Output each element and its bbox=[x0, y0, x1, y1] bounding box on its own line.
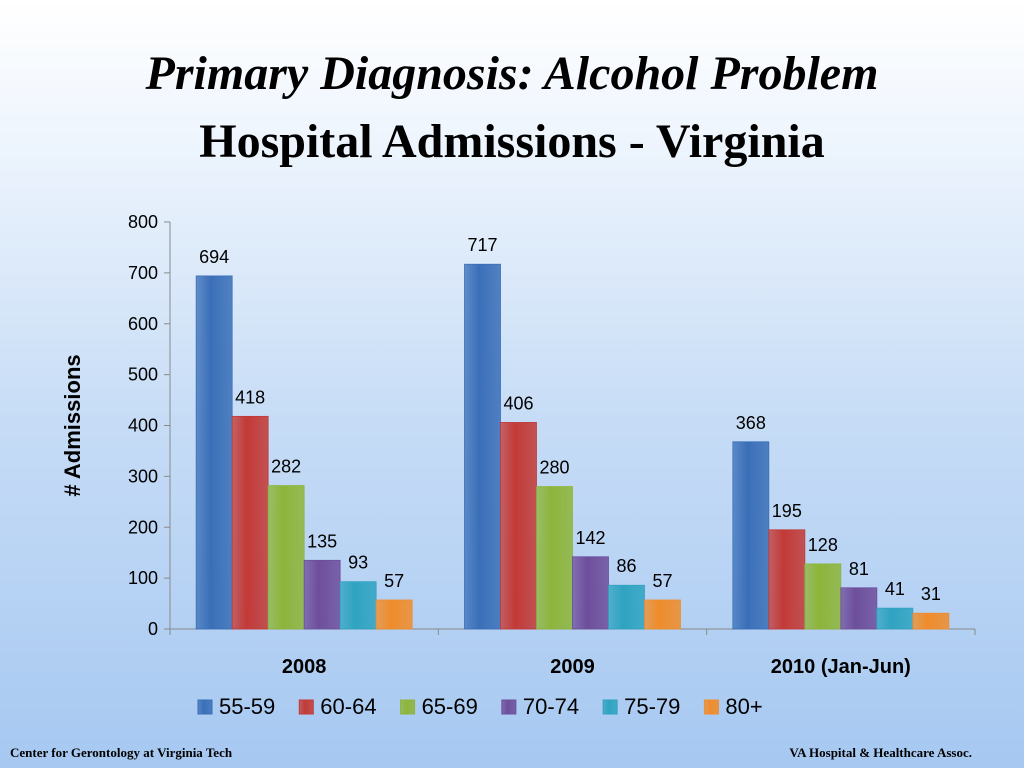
data-label: 142 bbox=[575, 528, 605, 548]
bar-55-59-2008 bbox=[195, 275, 233, 630]
data-label: 717 bbox=[467, 235, 497, 255]
slide-title-line1: Primary Diagnosis: Alcohol Problem bbox=[145, 47, 879, 100]
data-label: 280 bbox=[539, 458, 569, 478]
data-label: 135 bbox=[307, 531, 337, 551]
y-tick-label: 800 bbox=[128, 212, 158, 232]
data-label: 57 bbox=[652, 571, 672, 591]
legend-swatch-60-64 bbox=[298, 699, 314, 715]
bar-70-74-2008 bbox=[303, 559, 341, 630]
data-label: 406 bbox=[503, 393, 533, 413]
x-category-label: 2008 bbox=[282, 656, 327, 678]
bar-80+-2009 bbox=[644, 599, 681, 630]
legend-label-55-59: 55-59 bbox=[219, 694, 275, 719]
legend-label-60-64: 60-64 bbox=[320, 694, 376, 719]
y-tick-label: 300 bbox=[128, 466, 158, 486]
data-label: 86 bbox=[616, 556, 636, 576]
bar-65-69-2009 bbox=[536, 486, 573, 630]
legend-swatch-70-74 bbox=[501, 699, 517, 715]
y-tick-label: 0 bbox=[148, 619, 158, 639]
slide-title-line2: Hospital Admissions - Virginia bbox=[199, 115, 825, 168]
footer-source-left: Center for Gerontology at Virginia Tech bbox=[10, 745, 233, 760]
data-label: 57 bbox=[384, 571, 404, 591]
data-label: 418 bbox=[235, 387, 265, 407]
data-label: 81 bbox=[849, 559, 869, 579]
y-tick-label: 700 bbox=[128, 263, 158, 283]
data-label: 282 bbox=[271, 457, 301, 477]
bar-65-69-2008 bbox=[267, 485, 305, 630]
footer-source-right: VA Hospital & Healthcare Assoc. bbox=[789, 745, 972, 760]
data-label: 93 bbox=[348, 553, 368, 573]
legend-label-80+: 80+ bbox=[725, 694, 762, 719]
bar-55-59-2009 bbox=[464, 263, 501, 630]
y-tick-label: 100 bbox=[128, 568, 158, 588]
y-tick-label: 400 bbox=[128, 416, 158, 436]
data-label: 195 bbox=[772, 501, 802, 521]
legend-swatch-65-69 bbox=[400, 699, 416, 715]
bar-75-79-2009 bbox=[608, 584, 645, 630]
y-axis-title: # Admissions bbox=[60, 354, 85, 496]
data-label: 31 bbox=[921, 584, 941, 604]
bar-75-79-2008 bbox=[339, 581, 377, 630]
data-label: 41 bbox=[885, 579, 905, 599]
bar-80+-2008 bbox=[375, 599, 413, 630]
legend-label-75-79: 75-79 bbox=[624, 694, 680, 719]
legend-swatch-75-79 bbox=[602, 699, 618, 715]
bar-80+-2010 (Jan-Jun) bbox=[912, 612, 950, 630]
y-tick-label: 200 bbox=[128, 517, 158, 537]
legend-label-70-74: 70-74 bbox=[523, 694, 579, 719]
legend-swatch-55-59 bbox=[197, 699, 213, 715]
bar-chart: 0 100 200 300 400 500 600 700 800 # Admissions 200… bbox=[60, 212, 976, 719]
bar-55-59-2010 (Jan-Jun) bbox=[732, 441, 770, 630]
data-label: 368 bbox=[736, 413, 766, 433]
bar-70-74-2010 (Jan-Jun) bbox=[840, 587, 878, 630]
y-tick-label: 600 bbox=[128, 314, 158, 334]
legend-swatch-80+ bbox=[703, 699, 719, 715]
bar-75-79-2010 (Jan-Jun) bbox=[876, 607, 914, 630]
bar-60-64-2008 bbox=[231, 415, 269, 630]
x-category-label: 2009 bbox=[550, 656, 595, 678]
bar-60-64-2009 bbox=[500, 422, 537, 630]
bar-60-64-2010 (Jan-Jun) bbox=[768, 529, 806, 630]
bar-65-69-2010 (Jan-Jun) bbox=[804, 563, 842, 630]
x-category-label: 2010 (Jan-Jun) bbox=[771, 656, 911, 678]
y-tick-label: 500 bbox=[128, 365, 158, 385]
bar-70-74-2009 bbox=[572, 556, 609, 630]
legend-label-65-69: 65-69 bbox=[422, 694, 478, 719]
data-label: 694 bbox=[199, 247, 229, 267]
data-label: 128 bbox=[808, 535, 838, 555]
